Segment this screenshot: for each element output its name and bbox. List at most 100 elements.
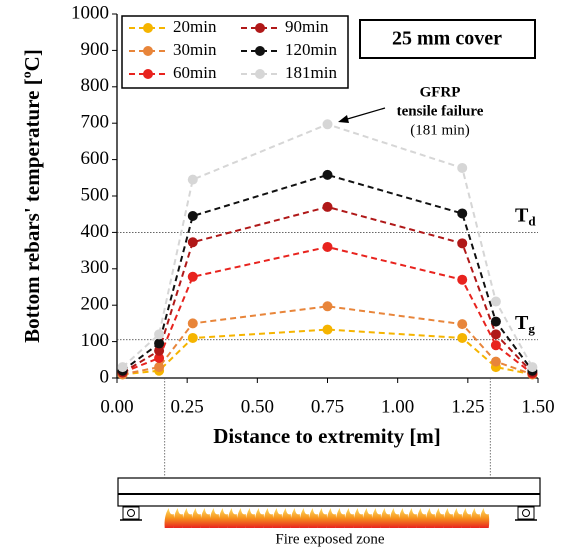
data-point (154, 338, 165, 349)
data-point (187, 332, 198, 343)
flame (362, 508, 373, 528)
data-point (322, 119, 333, 130)
legend-label: 181min (285, 63, 337, 82)
support-left (120, 506, 142, 521)
data-point (457, 332, 468, 343)
data-point (187, 237, 198, 248)
legend-label: 120min (285, 40, 337, 59)
legend-swatch-marker (143, 23, 153, 33)
y-tick-label: 300 (81, 257, 110, 278)
legend-swatch-marker (255, 69, 265, 79)
legend-swatch-marker (143, 69, 153, 79)
cover-label: 25 mm cover (392, 28, 502, 50)
data-point (457, 274, 468, 285)
data-point (490, 356, 501, 367)
x-tick-label: 1.25 (451, 396, 484, 417)
flame (461, 508, 472, 528)
flame (416, 508, 427, 528)
flame (443, 508, 454, 528)
data-point (154, 329, 165, 340)
data-point (457, 319, 468, 330)
x-tick-label: 1.50 (521, 396, 554, 417)
legend-label: 20min (173, 17, 217, 36)
annotation-arrow (343, 107, 386, 121)
reference-label-main: T (515, 311, 529, 333)
legend-swatch-marker (255, 46, 265, 56)
flame (263, 508, 274, 528)
data-point (457, 208, 468, 219)
legend-label: 90min (285, 17, 329, 36)
x-tick-label: 0.00 (100, 396, 133, 417)
data-point (117, 362, 128, 373)
flame (227, 508, 238, 528)
legend: 20min 30min 60min 90min 120min 181min (121, 15, 349, 89)
x-axis-label: Distance to extremity [m] (213, 424, 441, 448)
data-point (187, 211, 198, 222)
flame (389, 508, 400, 528)
reference-label: Td (515, 204, 536, 228)
flame (452, 508, 463, 528)
legend-label: 30min (173, 40, 217, 59)
annotation-text: GFRP (420, 84, 461, 100)
y-tick-label: 1000 (71, 2, 109, 23)
flame (434, 508, 445, 528)
y-tick-label: 900 (81, 39, 110, 60)
series-line (122, 328, 533, 376)
data-point (457, 162, 468, 173)
flame (326, 508, 337, 528)
flame (182, 508, 193, 528)
series-line (122, 305, 533, 376)
y-tick-label: 700 (81, 112, 110, 133)
y-tick-label: 500 (81, 184, 110, 205)
flame (236, 508, 247, 528)
reference-label-sub: d (528, 213, 536, 228)
data-point (490, 296, 501, 307)
annotation-text: (181 min) (410, 122, 470, 138)
reference-label: Tg (515, 311, 535, 335)
data-point (187, 174, 198, 185)
annotation-arrowhead (338, 115, 349, 123)
flame (209, 508, 220, 528)
y-tick-label: 100 (81, 330, 110, 351)
flame (479, 508, 490, 528)
x-tick-label: 0.75 (311, 396, 344, 417)
legend-swatch-marker (255, 23, 265, 33)
data-point (322, 201, 333, 212)
y-tick-label: 600 (81, 148, 110, 169)
y-axis-label: Bottom rebars' temperature [ºC] (20, 49, 44, 343)
support-right (515, 506, 537, 521)
flame (164, 508, 175, 528)
flame (470, 508, 481, 528)
x-tick-label: 0.50 (241, 396, 274, 417)
beam (117, 477, 541, 507)
data-point (457, 238, 468, 249)
flame (272, 508, 283, 528)
flame (254, 508, 265, 528)
y-tick-label: 800 (81, 75, 110, 96)
data-point (187, 318, 198, 329)
flame (380, 508, 391, 528)
flame (398, 508, 409, 528)
data-point (490, 316, 501, 327)
flame (407, 508, 418, 528)
flame (371, 508, 382, 528)
data-point (322, 169, 333, 180)
legend-swatch-marker (143, 46, 153, 56)
data-point (187, 271, 198, 282)
flame (290, 508, 301, 528)
x-tick-label: 1.00 (381, 396, 414, 417)
flame (299, 508, 310, 528)
y-tick-label: 400 (81, 221, 110, 242)
annotation-text: tensile failure (397, 103, 484, 119)
reference-label-sub: g (528, 321, 535, 336)
flame (245, 508, 256, 528)
data-point (322, 241, 333, 252)
flame (335, 508, 346, 528)
data-point (322, 301, 333, 312)
data-point (154, 352, 165, 363)
flame (317, 508, 328, 528)
data-point (490, 340, 501, 351)
reference-label-main: T (515, 204, 529, 226)
flame (218, 508, 229, 528)
